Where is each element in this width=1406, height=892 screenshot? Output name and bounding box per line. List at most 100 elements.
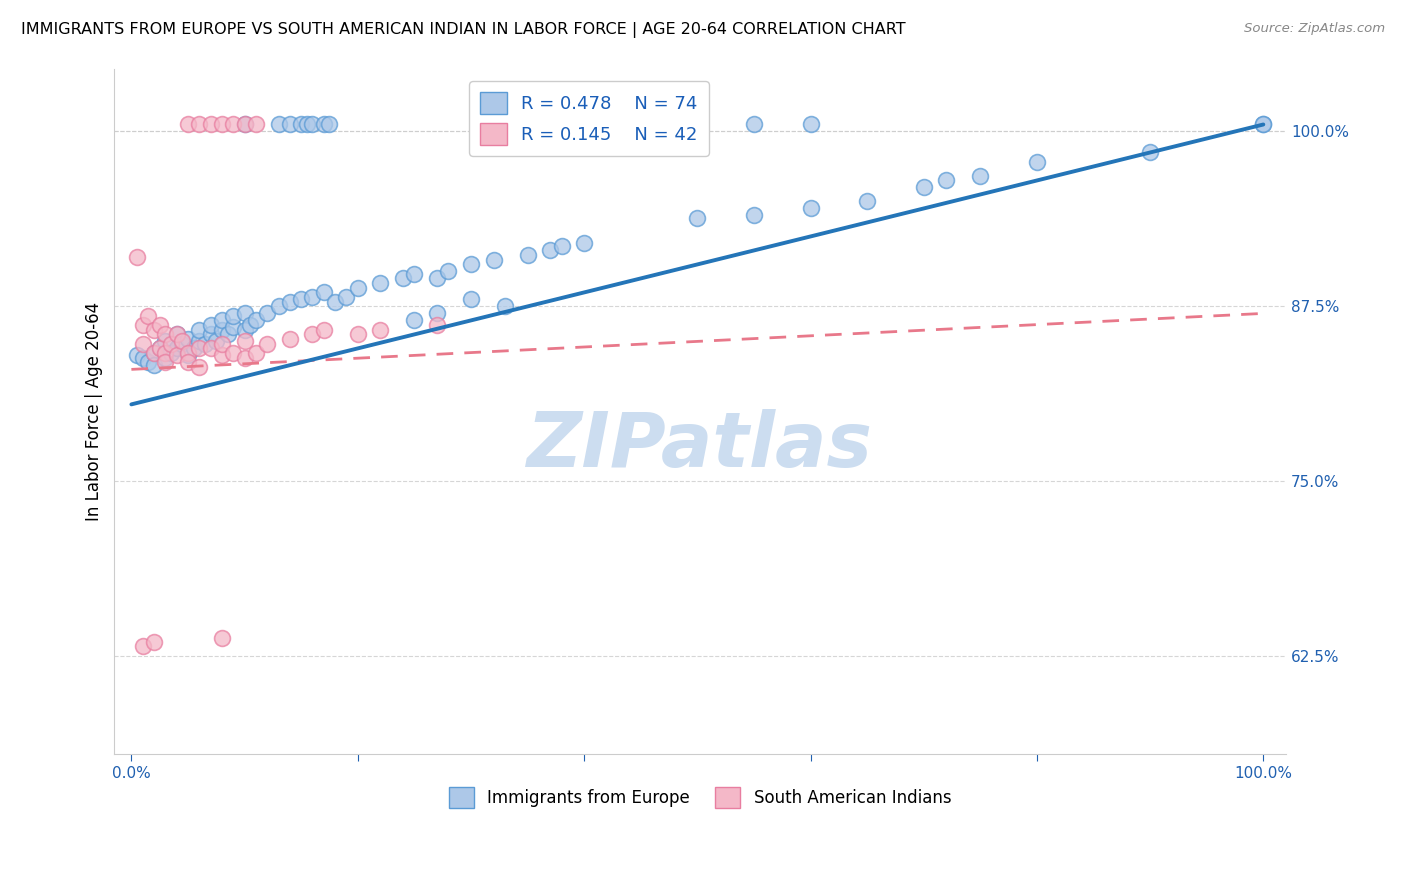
Point xyxy=(856,194,879,209)
Text: IMMIGRANTS FROM EUROPE VS SOUTH AMERICAN INDIAN IN LABOR FORCE | AGE 20-64 CORRE: IMMIGRANTS FROM EUROPE VS SOUTH AMERICAN… xyxy=(21,22,905,38)
Point xyxy=(370,323,392,337)
Point xyxy=(188,323,211,337)
Point xyxy=(143,323,166,337)
Point xyxy=(211,313,233,327)
Point xyxy=(194,337,217,351)
Point xyxy=(138,309,160,323)
Point xyxy=(935,173,957,187)
Point xyxy=(460,257,482,271)
Point xyxy=(426,306,449,320)
Point xyxy=(301,327,323,342)
Point xyxy=(177,332,200,346)
Point xyxy=(550,239,572,253)
Point xyxy=(143,345,166,359)
Point xyxy=(132,640,155,654)
Point xyxy=(177,345,200,359)
Point xyxy=(172,334,194,349)
Point xyxy=(160,337,183,351)
Point xyxy=(404,267,426,281)
Point xyxy=(200,342,222,356)
Point xyxy=(295,118,318,132)
Point xyxy=(256,337,278,351)
Legend: Immigrants from Europe, South American Indians: Immigrants from Europe, South American I… xyxy=(443,780,957,814)
Point xyxy=(177,118,200,132)
Point xyxy=(742,118,765,132)
Point xyxy=(233,323,256,337)
Point xyxy=(538,244,561,258)
Point xyxy=(312,118,335,132)
Point xyxy=(155,345,177,359)
Point xyxy=(239,318,262,332)
Point xyxy=(166,327,188,342)
Point xyxy=(460,293,482,307)
Point xyxy=(155,351,177,366)
Point xyxy=(132,351,155,366)
Point xyxy=(278,295,301,310)
Point xyxy=(245,313,267,327)
Point xyxy=(188,118,211,132)
Point xyxy=(799,202,821,216)
Point xyxy=(132,318,155,332)
Point xyxy=(245,118,267,132)
Point xyxy=(799,118,821,132)
Point xyxy=(912,180,935,194)
Point xyxy=(200,318,222,332)
Point xyxy=(323,295,346,310)
Point xyxy=(233,118,256,132)
Point xyxy=(155,327,177,342)
Point xyxy=(392,271,415,285)
Point xyxy=(267,300,290,314)
Point xyxy=(125,251,148,265)
Point xyxy=(290,118,312,132)
Point xyxy=(155,355,177,369)
Point xyxy=(572,236,595,251)
Point xyxy=(222,309,245,323)
Point xyxy=(183,342,205,356)
Point xyxy=(335,290,357,304)
Point xyxy=(1253,118,1275,132)
Point xyxy=(211,348,233,362)
Point xyxy=(1026,155,1049,169)
Point xyxy=(301,290,323,304)
Point xyxy=(211,323,233,337)
Point xyxy=(346,281,368,295)
Point xyxy=(233,351,256,366)
Point xyxy=(482,253,505,268)
Text: ZIPatlas: ZIPatlas xyxy=(527,409,873,483)
Point xyxy=(200,118,222,132)
Point xyxy=(426,318,449,332)
Point xyxy=(188,342,211,356)
Point xyxy=(233,118,256,132)
Point xyxy=(301,118,323,132)
Point xyxy=(217,327,239,342)
Point xyxy=(233,306,256,320)
Point xyxy=(143,635,166,649)
Text: Source: ZipAtlas.com: Source: ZipAtlas.com xyxy=(1244,22,1385,36)
Point xyxy=(256,306,278,320)
Point xyxy=(426,271,449,285)
Point xyxy=(177,348,200,362)
Point xyxy=(222,345,245,359)
Point xyxy=(346,327,368,342)
Point xyxy=(211,118,233,132)
Point xyxy=(686,211,709,226)
Point xyxy=(516,247,538,261)
Point xyxy=(138,355,160,369)
Point xyxy=(245,345,267,359)
Point xyxy=(969,169,991,184)
Point xyxy=(278,118,301,132)
Point xyxy=(143,345,166,359)
Point xyxy=(318,118,340,132)
Point xyxy=(205,334,228,349)
Point xyxy=(211,337,233,351)
Point xyxy=(188,334,211,349)
Point xyxy=(155,334,177,349)
Point xyxy=(211,631,233,645)
Point xyxy=(172,337,194,351)
Point xyxy=(160,345,183,359)
Point xyxy=(290,293,312,307)
Point xyxy=(404,313,426,327)
Point xyxy=(177,355,200,369)
Point xyxy=(312,285,335,300)
Point xyxy=(149,342,172,356)
